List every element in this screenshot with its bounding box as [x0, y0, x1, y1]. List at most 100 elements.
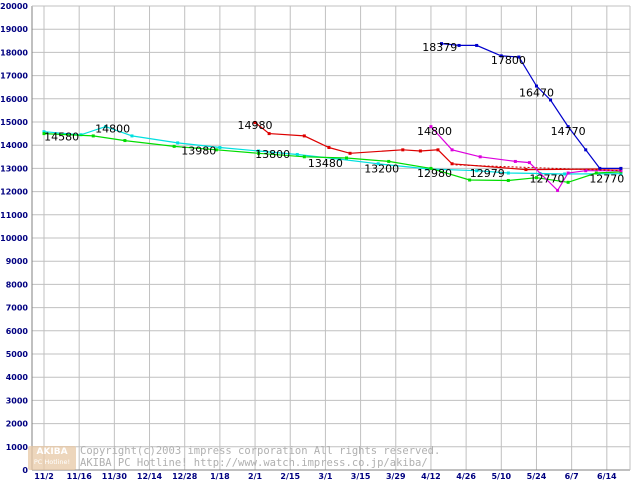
- data-label: 14770: [551, 125, 586, 138]
- series-line-blue: [441, 43, 621, 169]
- data-point-magenta: [450, 148, 454, 152]
- data-point-green: [429, 166, 433, 170]
- logo-bottom-text: PC Hotline!: [33, 458, 71, 466]
- series-lines: [42, 42, 623, 192]
- data-point-cyan: [506, 171, 510, 175]
- data-point-magenta: [527, 161, 531, 165]
- data-point-blue: [475, 43, 479, 47]
- axes: [31, 5, 631, 471]
- data-label: 13980: [181, 144, 216, 157]
- data-point-red: [348, 151, 352, 155]
- data-point-cyan: [425, 167, 429, 171]
- data-point-blue: [566, 125, 570, 129]
- y-tick-label: 1000: [6, 443, 29, 452]
- data-point-green: [506, 178, 510, 182]
- data-point-magenta: [566, 171, 570, 175]
- data-label: 13800: [255, 148, 290, 161]
- x-tick-label: 12/14: [137, 472, 163, 480]
- data-point-cyan: [376, 162, 380, 166]
- data-point-red: [450, 162, 454, 166]
- data-label: 12770: [530, 173, 565, 186]
- x-tick-label: 6/7: [565, 472, 579, 480]
- data-point-blue: [517, 55, 521, 59]
- data-point-blue: [499, 54, 503, 58]
- y-tick-label: 5000: [6, 350, 29, 359]
- data-label: 12980: [417, 167, 452, 180]
- copyright-line: Copyright(c)2003 impress corporation All…: [80, 445, 441, 457]
- y-tick-label: 3000: [6, 396, 29, 405]
- data-point-green: [91, 134, 95, 138]
- y-tick-label: 11000: [0, 211, 28, 220]
- y-tick-label: 16000: [0, 95, 28, 104]
- data-point-cyan: [104, 125, 108, 129]
- y-tick-label: 10000: [0, 234, 28, 243]
- data-point-magenta: [513, 159, 517, 163]
- data-point-green: [534, 176, 538, 180]
- y-tick-label: 8000: [6, 280, 29, 289]
- data-label: 17800: [491, 54, 526, 67]
- data-point-green: [42, 132, 46, 136]
- x-axis-tick-labels: 11/2 11/16 11/30 12/14 12/28 1/18 2/1 2/15 3/1 3/…: [34, 472, 617, 480]
- x-tick-label: 11/16: [67, 472, 93, 480]
- y-tick-label: 15000: [0, 118, 28, 127]
- y-tick-label: 14000: [0, 141, 28, 150]
- y-tick-label: 13000: [0, 164, 28, 173]
- x-tick-label: 5/24: [527, 472, 547, 480]
- data-point-red: [401, 148, 405, 152]
- y-tick-label: 2000: [6, 420, 29, 429]
- data-point-green: [214, 148, 218, 152]
- data-point-green: [302, 155, 306, 159]
- data-point-cyan: [475, 169, 479, 173]
- data-label: 14800: [95, 122, 130, 135]
- y-tick-label: 7000: [6, 304, 29, 313]
- data-point-cyan: [42, 130, 46, 134]
- x-tick-label: 11/2: [34, 472, 54, 480]
- data-point-blue: [598, 166, 602, 170]
- data-label: 13480: [308, 157, 343, 170]
- y-tick-label: 18000: [0, 48, 28, 57]
- grid-lines: [32, 5, 630, 471]
- data-point-cyan: [130, 134, 134, 138]
- data-point-cyan: [218, 146, 222, 150]
- y-tick-label: 9000: [6, 257, 29, 266]
- data-point-red: [524, 168, 528, 172]
- data-point-green: [123, 139, 127, 143]
- data-point-magenta: [429, 125, 433, 129]
- data-label: 14980: [238, 119, 273, 132]
- data-label: 14580: [44, 131, 79, 144]
- y-tick-label: 12000: [0, 188, 28, 197]
- data-label: 18379: [422, 41, 457, 54]
- y-tick-label: 6000: [6, 327, 29, 336]
- x-tick-label: 6/14: [597, 472, 617, 480]
- y-axis-tick-labels: 0 1000 2000 3000 4000 5000 6000 7000 8000 9000 100…: [0, 2, 28, 475]
- data-label: 13200: [364, 162, 399, 175]
- data-point-green: [566, 180, 570, 184]
- data-labels: 14580 14800 13980 14980 13800 13480 13200 14800…: [44, 41, 624, 185]
- data-point-cyan: [176, 141, 180, 145]
- data-label: 16470: [519, 86, 554, 99]
- data-point-green: [387, 159, 391, 163]
- data-point-magenta: [478, 155, 482, 159]
- data-point-red: [302, 134, 306, 138]
- data-point-cyan: [563, 172, 567, 176]
- x-tick-label: 3/15: [351, 472, 371, 480]
- data-label: 12770: [589, 173, 624, 186]
- credit-line: AKIBA PC Hotline! http://www.watch.impre…: [80, 457, 428, 469]
- data-label: 12979: [470, 167, 505, 180]
- data-point-blue: [619, 166, 623, 170]
- data-point-blue: [549, 98, 553, 102]
- data-label: 14800: [417, 125, 452, 138]
- akiba-logo: AKIBA PC Hotline!: [28, 446, 76, 470]
- x-tick-label: 1/18: [210, 472, 230, 480]
- data-point-red: [253, 120, 257, 124]
- data-point-cyan: [257, 149, 261, 153]
- footer-text: Copyright(c)2003 impress corporation All…: [80, 445, 440, 469]
- data-point-magenta: [584, 169, 588, 173]
- y-tick-label: 20000: [0, 2, 28, 11]
- data-point-magenta: [556, 188, 560, 192]
- data-point-blue: [439, 42, 443, 46]
- data-point-cyan: [619, 172, 623, 176]
- y-tick-label: 17000: [0, 72, 28, 81]
- data-point-blue: [457, 43, 461, 47]
